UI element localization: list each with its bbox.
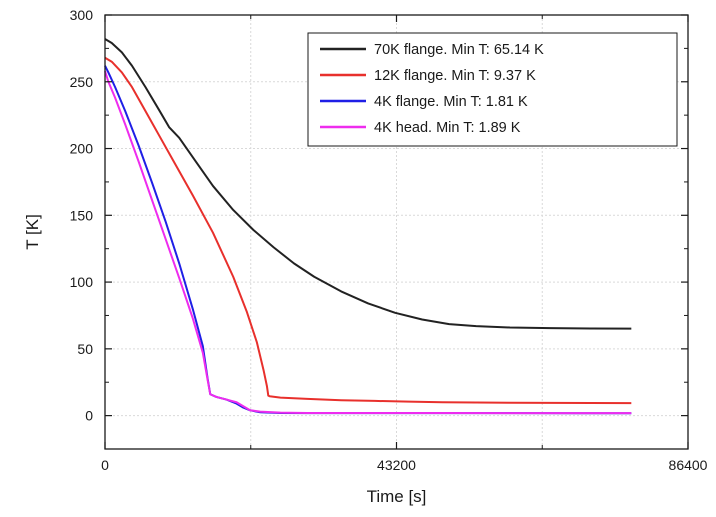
legend-label: 4K head. Min T: 1.89 K xyxy=(374,120,521,136)
x-tick-label: 43200 xyxy=(377,457,416,473)
legend-box xyxy=(307,32,678,147)
legend-label: 12K flange. Min T: 9.37 K xyxy=(374,68,536,84)
y-tick-label: 200 xyxy=(70,141,94,157)
y-tick-label: 150 xyxy=(70,207,94,223)
x-axis-title: Time [s] xyxy=(367,487,427,506)
series-line-4 xyxy=(104,70,632,415)
y-tick-label: 300 xyxy=(70,7,94,23)
series-line-1 xyxy=(104,38,632,330)
y-axis-title: T [K] xyxy=(23,214,42,250)
y-tick-label: 50 xyxy=(77,341,93,357)
x-tick-label: 0 xyxy=(101,457,109,473)
y-tick-label: 250 xyxy=(70,74,94,90)
legend-items: 70K flange. Min T: 65.14 K 12K flange. Mi… xyxy=(320,42,544,136)
series-layer xyxy=(104,38,632,415)
legend-label: 70K flange. Min T: 65.14 K xyxy=(374,42,544,58)
legend: 70K flange. Min T: 65.14 K 12K flange. Mi… xyxy=(307,32,678,147)
series-line-2 xyxy=(104,56,632,405)
y-tick-label: 100 xyxy=(70,274,94,290)
tick-labels: 0 43200 86400 0 50 100 150 200 250 300 xyxy=(70,7,708,473)
legend-label: 4K flange. Min T: 1.81 K xyxy=(374,94,528,110)
y-tick-label: 0 xyxy=(85,408,93,424)
x-tick-label: 86400 xyxy=(669,457,708,473)
ticks xyxy=(104,14,689,449)
